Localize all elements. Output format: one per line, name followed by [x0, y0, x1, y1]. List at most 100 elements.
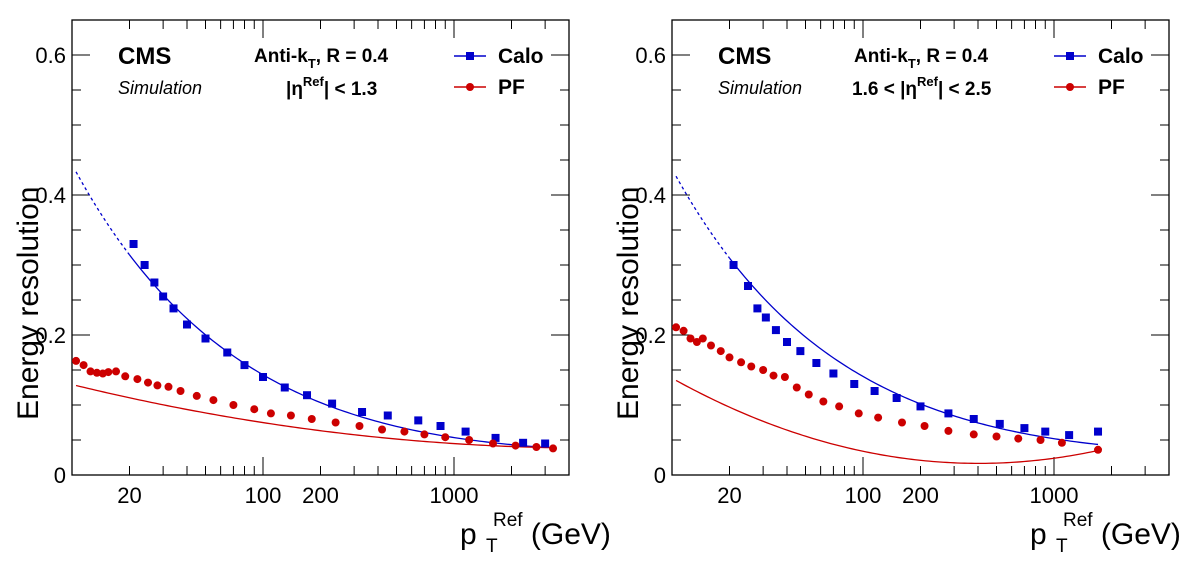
tick-labels: 20 100 200 1000 0 0.2 0.4 0.6: [635, 43, 1078, 508]
data-point-pf: [121, 372, 130, 381]
x-tick-label: 100: [245, 483, 282, 508]
data-point-calo: [729, 261, 738, 269]
data-point-pf: [969, 430, 978, 439]
data-point-calo: [414, 416, 423, 425]
data-point-calo: [328, 399, 337, 408]
data-point-calo: [1020, 424, 1029, 433]
eta-sup: Ref: [303, 74, 325, 89]
data-point-pf: [804, 390, 813, 399]
data-point-calo: [829, 369, 838, 378]
data-point-pf: [672, 323, 681, 332]
data-point-pf: [897, 418, 906, 427]
data-point-pf: [192, 391, 201, 400]
y-tick-label: 0.6: [35, 43, 66, 68]
data-point-calo: [796, 347, 805, 356]
x-axis-title-sup: Ref: [1063, 510, 1093, 531]
data-point-pf: [759, 366, 768, 374]
x-tick-label: 200: [302, 483, 339, 508]
y-tick-label: 0.6: [635, 43, 666, 68]
data-point-pf: [737, 358, 746, 367]
x-axis-title: p T Ref (GeV): [1030, 500, 1181, 559]
data-point-calo: [782, 338, 791, 346]
data-point-pf: [153, 381, 162, 390]
algorithm-label: Anti-kT, R = 0.4: [854, 46, 989, 71]
fit-curve-pf: [675, 379, 1099, 465]
algorithm-sub: T: [308, 56, 316, 71]
x-tick-label: 20: [117, 483, 141, 508]
data-point-pf: [229, 401, 238, 409]
data-point-pf: [164, 382, 173, 391]
data-point-calo: [753, 304, 762, 313]
data-point-pf: [835, 402, 844, 411]
data-point-calo: [771, 326, 780, 335]
panel-left: 20 100 200 1000 0 0.2 0.4 0.6 Energy resolution…: [12, 19, 611, 559]
data-point-calo: [491, 433, 500, 442]
data-point-pf: [250, 405, 259, 414]
data-point-pf: [1014, 434, 1023, 443]
data-point-pf: [79, 361, 88, 370]
data-point-pf: [920, 422, 929, 430]
data-point-pf: [769, 371, 778, 380]
cms-label: CMS: [718, 43, 771, 70]
data-point-pf: [716, 347, 725, 356]
x-tick-label: 1000: [1030, 483, 1079, 508]
algorithm-label: Anti-kT, R = 0.4: [254, 46, 389, 71]
fit-curve-pf: [75, 384, 554, 449]
data-points: [672, 261, 1103, 454]
legend-entry-calo: Calo: [454, 45, 544, 68]
legend-marker-calo: [1066, 52, 1074, 60]
data-point-pf: [780, 373, 789, 381]
data-point-pf: [355, 422, 364, 430]
data-point-calo: [892, 394, 901, 402]
fit-curves: [675, 175, 1099, 465]
data-point-calo: [201, 334, 210, 343]
fit-curve-dashed-calo: [675, 175, 731, 259]
data-point-pf: [176, 387, 185, 395]
data-point-pf: [266, 409, 275, 418]
data-point-pf: [104, 368, 113, 377]
data-point-calo: [461, 427, 470, 436]
data-point-calo: [969, 415, 978, 423]
data-point-pf: [133, 375, 142, 384]
y-axis-title: Energy resolution: [12, 187, 45, 420]
legend-entry-pf: PF: [1054, 76, 1125, 99]
fit-curve-calo: [728, 257, 1099, 446]
simulation-label: Simulation: [718, 78, 802, 98]
eta-region-label: 1.6 < |ηRef| < 2.5: [852, 74, 992, 100]
data-point-pf: [792, 383, 801, 392]
data-point-pf: [511, 441, 520, 450]
data-point-pf: [819, 397, 828, 406]
data-point-calo: [1065, 431, 1074, 440]
x-axis-title: p T Ref (GeV): [460, 500, 611, 559]
data-point-calo: [541, 439, 550, 448]
data-point-pf: [992, 432, 1001, 441]
data-point-pf: [86, 367, 95, 376]
data-point-calo: [159, 292, 168, 301]
data-point-calo: [436, 422, 445, 430]
data-point-calo: [383, 411, 392, 420]
y-tick-label: 0: [54, 463, 66, 488]
x-axis-title-sup: Ref: [493, 510, 523, 531]
y-tick-label: 0.4: [635, 183, 666, 208]
data-point-pf: [686, 334, 695, 343]
data-point-calo: [140, 261, 149, 269]
axis-ticks: [671, 19, 1170, 476]
legend-entry-pf: PF: [454, 76, 525, 99]
data-point-calo: [519, 438, 528, 447]
data-point-calo: [150, 278, 159, 287]
x-axis-title-sub: T: [1056, 536, 1068, 557]
data-point-pf: [747, 362, 756, 371]
data-point-pf: [144, 378, 153, 387]
data-point-calo: [303, 391, 312, 400]
axis-ticks: [71, 19, 570, 476]
data-point-pf: [286, 411, 295, 420]
data-point-calo: [259, 373, 268, 381]
data-point-pf: [874, 413, 883, 422]
data-point-pf: [331, 418, 340, 427]
data-point-calo: [280, 383, 289, 392]
panel-right: 20 100 200 1000 0 0.2 0.4 0.6 Energy resolution…: [612, 19, 1181, 559]
data-point-pf: [549, 444, 558, 453]
data-point-calo: [812, 359, 821, 367]
x-axis-title-sub: T: [486, 536, 498, 557]
data-point-pf: [465, 436, 474, 444]
